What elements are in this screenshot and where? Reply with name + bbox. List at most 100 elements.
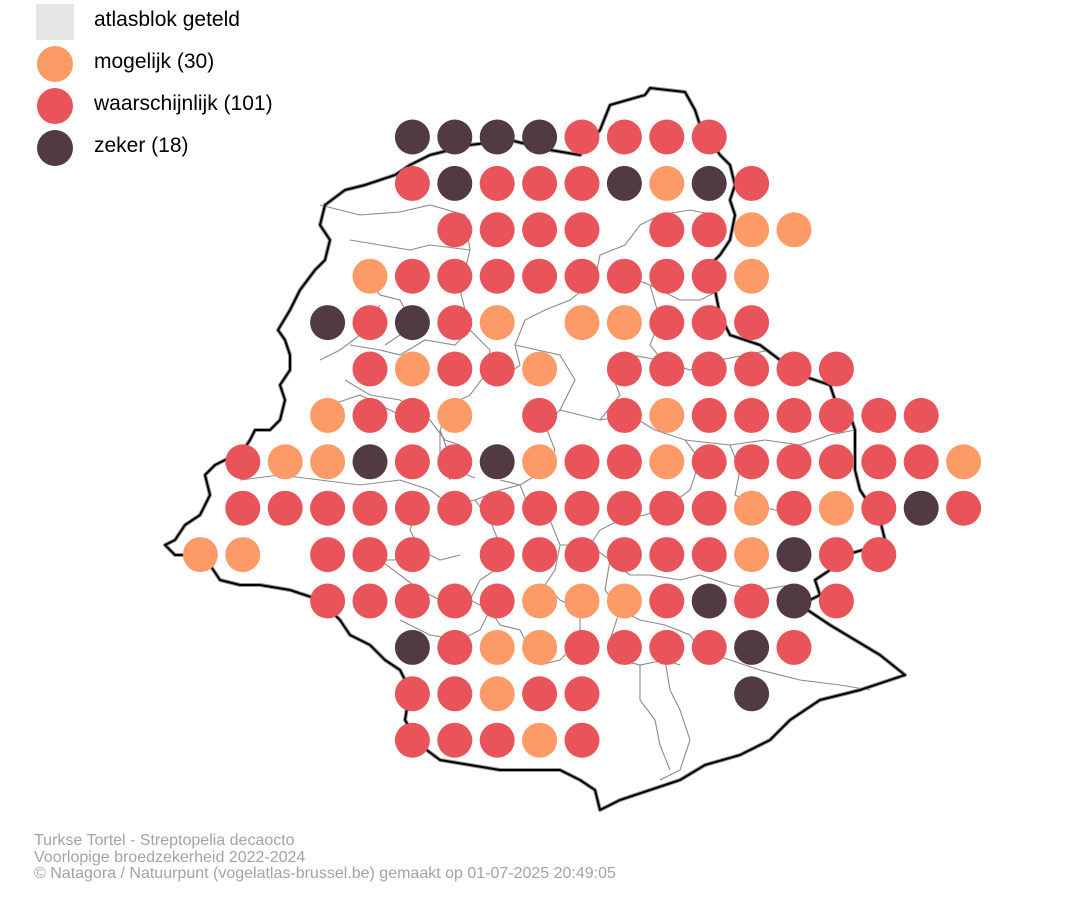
dot-mogelijk <box>310 397 346 433</box>
dot-mogelijk <box>649 444 685 480</box>
region-outline <box>163 86 907 812</box>
dot-waarschijnlijk <box>394 490 430 526</box>
dot-zeker <box>394 629 430 665</box>
dot-zeker <box>437 119 473 155</box>
dot-waarschijnlijk <box>861 444 897 480</box>
dot-waarschijnlijk <box>394 676 430 712</box>
dot-waarschijnlijk <box>861 490 897 526</box>
dot-waarschijnlijk <box>522 165 558 201</box>
dot-mogelijk <box>522 722 558 758</box>
dot-waarschijnlijk <box>522 537 558 573</box>
dot-mogelijk <box>606 305 642 341</box>
dot-waarschijnlijk <box>394 444 430 480</box>
dot-waarschijnlijk <box>606 397 642 433</box>
dot-zeker <box>437 165 473 201</box>
dot-mogelijk <box>649 397 685 433</box>
dot-mogelijk <box>522 351 558 387</box>
dot-waarschijnlijk <box>606 537 642 573</box>
dot-waarschijnlijk <box>776 629 812 665</box>
dot-waarschijnlijk <box>437 212 473 248</box>
dot-waarschijnlijk <box>734 444 770 480</box>
dot-waarschijnlijk <box>776 397 812 433</box>
dot-waarschijnlijk <box>734 165 770 201</box>
dot-waarschijnlijk <box>691 119 727 155</box>
dot-waarschijnlijk <box>818 537 854 573</box>
dot-zeker <box>776 537 812 573</box>
dot-zeker <box>394 305 430 341</box>
dot-waarschijnlijk <box>691 212 727 248</box>
dot-mogelijk <box>352 258 388 294</box>
dot-waarschijnlijk <box>818 444 854 480</box>
dot-waarschijnlijk <box>479 583 515 619</box>
dot-waarschijnlijk <box>734 583 770 619</box>
dot-waarschijnlijk <box>649 212 685 248</box>
dot-waarschijnlijk <box>861 397 897 433</box>
dot-waarschijnlijk <box>564 212 600 248</box>
dot-waarschijnlijk <box>479 537 515 573</box>
dot-waarschijnlijk <box>861 537 897 573</box>
dot-waarschijnlijk <box>310 583 346 619</box>
dot-waarschijnlijk <box>691 305 727 341</box>
dot-waarschijnlijk <box>649 583 685 619</box>
dot-waarschijnlijk <box>776 490 812 526</box>
dot-waarschijnlijk <box>437 490 473 526</box>
dot-zeker <box>352 444 388 480</box>
dot-waarschijnlijk <box>818 351 854 387</box>
dot-waarschijnlijk <box>691 397 727 433</box>
dot-waarschijnlijk <box>564 722 600 758</box>
dot-waarschijnlijk <box>649 490 685 526</box>
dot-mogelijk <box>564 305 600 341</box>
legend-swatch-waarschijnlijk <box>37 88 73 124</box>
dot-waarschijnlijk <box>564 676 600 712</box>
legend-swatch-geteld <box>36 4 74 40</box>
dot-waarschijnlijk <box>649 351 685 387</box>
dot-waarschijnlijk <box>394 583 430 619</box>
legend-label-geteld: atlasblok geteld <box>94 8 240 31</box>
dot-waarschijnlijk <box>776 351 812 387</box>
caption-subtitle: Voorlopige broedzekerheid 2022-2024 <box>34 848 306 866</box>
dot-waarschijnlijk <box>437 305 473 341</box>
legend-label-mogelijk: mogelijk (30) <box>94 50 215 73</box>
dot-zeker <box>606 165 642 201</box>
dot-waarschijnlijk <box>691 444 727 480</box>
dot-waarschijnlijk <box>522 676 558 712</box>
dot-waarschijnlijk <box>564 490 600 526</box>
dot-waarschijnlijk <box>903 444 939 480</box>
dot-waarschijnlijk <box>649 629 685 665</box>
legend-item-mogelijk: mogelijk (30) <box>36 44 336 84</box>
dot-waarschijnlijk <box>691 351 727 387</box>
dot-waarschijnlijk <box>818 583 854 619</box>
dot-zeker <box>479 119 515 155</box>
dot-mogelijk <box>734 258 770 294</box>
dot-mogelijk <box>606 583 642 619</box>
dot-waarschijnlijk <box>437 258 473 294</box>
dot-zeker <box>691 583 727 619</box>
dot-zeker <box>776 583 812 619</box>
dot-zeker <box>734 676 770 712</box>
dot-waarschijnlijk <box>649 119 685 155</box>
dot-mogelijk <box>946 444 982 480</box>
caption: Turkse Tortel - Streptopelia decaocto Vo… <box>34 832 616 883</box>
dot-mogelijk <box>479 305 515 341</box>
dot-waarschijnlijk <box>606 629 642 665</box>
dot-mogelijk <box>734 212 770 248</box>
dot-waarschijnlijk <box>564 444 600 480</box>
legend-item-zeker: zeker (18) <box>36 128 336 168</box>
dot-waarschijnlijk <box>606 258 642 294</box>
dot-waarschijnlijk <box>394 258 430 294</box>
dot-waarschijnlijk <box>352 537 388 573</box>
dot-waarschijnlijk <box>352 305 388 341</box>
dot-waarschijnlijk <box>691 537 727 573</box>
dot-waarschijnlijk <box>394 397 430 433</box>
dot-mogelijk <box>479 629 515 665</box>
dot-waarschijnlijk <box>564 258 600 294</box>
dot-waarschijnlijk <box>606 119 642 155</box>
dot-waarschijnlijk <box>691 629 727 665</box>
legend-swatch-mogelijk <box>37 46 73 82</box>
dot-mogelijk <box>225 537 261 573</box>
dot-waarschijnlijk <box>691 490 727 526</box>
dot-waarschijnlijk <box>734 397 770 433</box>
legend-label-zeker: zeker (18) <box>94 134 189 157</box>
dot-waarschijnlijk <box>946 490 982 526</box>
